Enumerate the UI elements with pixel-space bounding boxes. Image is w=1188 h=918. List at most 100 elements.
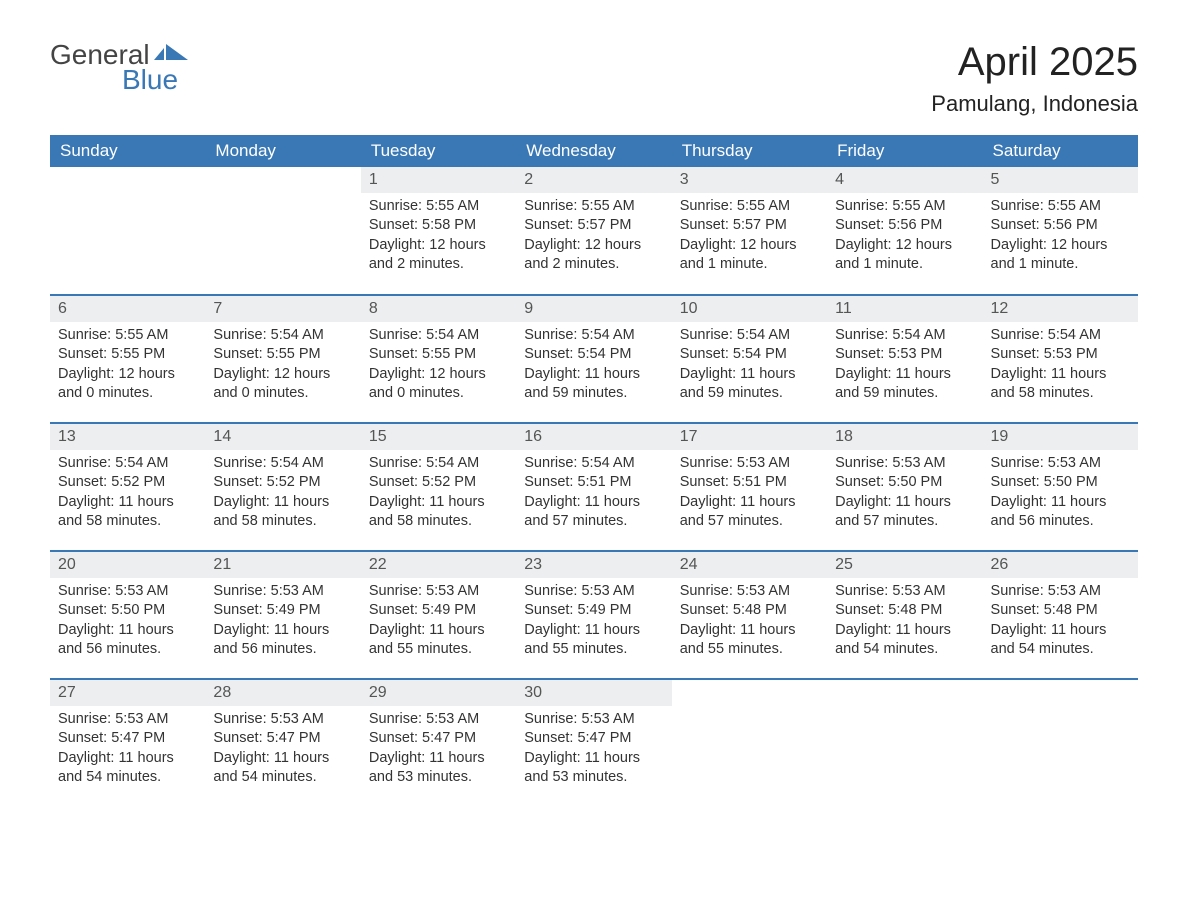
day-details: Sunrise: 5:54 AMSunset: 5:53 PMDaylight:… — [835, 326, 974, 404]
calendar-week-row: 6 Sunrise: 5:55 AMSunset: 5:55 PMDaylight… — [50, 295, 1138, 423]
sunset-text: Sunset: 5:54 PM — [524, 345, 663, 365]
day-number: 18 — [827, 424, 982, 450]
calendar-day-cell: 8 Sunrise: 5:54 AMSunset: 5:55 PMDaylight… — [361, 295, 516, 423]
daylight-text: Daylight: 11 hours and 58 minutes. — [369, 493, 508, 532]
sunrise-text: Sunrise: 5:53 AM — [58, 582, 197, 602]
sunset-text: Sunset: 5:53 PM — [991, 345, 1130, 365]
day-details: Sunrise: 5:53 AMSunset: 5:47 PMDaylight:… — [213, 710, 352, 788]
calendar-day-cell: 13Sunrise: 5:54 AMSunset: 5:52 PMDayligh… — [50, 423, 205, 551]
calendar-day-cell: 30Sunrise: 5:53 AMSunset: 5:47 PMDayligh… — [516, 679, 671, 807]
sunset-text: Sunset: 5:49 PM — [369, 601, 508, 621]
daylight-text: Daylight: 11 hours and 55 minutes. — [369, 621, 508, 660]
calendar-day-cell: 26Sunrise: 5:53 AMSunset: 5:48 PMDayligh… — [983, 551, 1138, 679]
sunset-text: Sunset: 5:57 PM — [524, 216, 663, 236]
calendar-day-cell: 25Sunrise: 5:53 AMSunset: 5:48 PMDayligh… — [827, 551, 982, 679]
calendar-day-cell: 3Sunrise: 5:55 AMSunset: 5:57 PMDaylight… — [672, 167, 827, 295]
sunrise-text: Sunrise: 5:53 AM — [369, 710, 508, 730]
daylight-text: Daylight: 11 hours and 59 minutes. — [835, 365, 974, 404]
daylight-text: Daylight: 11 hours and 54 minutes. — [58, 749, 197, 788]
sunrise-text: Sunrise: 5:53 AM — [524, 710, 663, 730]
daylight-text: Daylight: 12 hours and 2 minutes. — [524, 236, 663, 275]
day-number: 21 — [205, 552, 360, 578]
calendar-day-cell: 27Sunrise: 5:53 AMSunset: 5:47 PMDayligh… — [50, 679, 205, 807]
day-details: Sunrise: 5:53 AMSunset: 5:49 PMDaylight:… — [369, 582, 508, 660]
day-number: 1 — [361, 167, 516, 193]
sunset-text: Sunset: 5:57 PM — [680, 216, 819, 236]
calendar-day-cell: 2 Sunrise: 5:55 AMSunset: 5:57 PMDaylight… — [516, 167, 671, 295]
sunrise-text: Sunrise: 5:53 AM — [58, 710, 197, 730]
calendar-day-cell: 23Sunrise: 5:53 AMSunset: 5:49 PMDayligh… — [516, 551, 671, 679]
day-details: Sunrise: 5:53 AMSunset: 5:49 PMDaylight:… — [213, 582, 352, 660]
sunrise-text: Sunrise: 5:53 AM — [680, 454, 819, 474]
daylight-text: Daylight: 11 hours and 57 minutes. — [835, 493, 974, 532]
day-number: 17 — [672, 424, 827, 450]
daylight-text: Daylight: 11 hours and 57 minutes. — [524, 493, 663, 532]
daylight-text: Daylight: 11 hours and 56 minutes. — [58, 621, 197, 660]
day-details: Sunrise: 5:55 AMSunset: 5:57 PMDaylight:… — [524, 197, 663, 275]
day-details: Sunrise: 5:53 AMSunset: 5:48 PMDaylight:… — [991, 582, 1130, 660]
day-details: Sunrise: 5:53 AMSunset: 5:48 PMDaylight:… — [680, 582, 819, 660]
day-details: Sunrise: 5:55 AMSunset: 5:56 PMDaylight:… — [835, 197, 974, 275]
sunrise-text: Sunrise: 5:54 AM — [680, 326, 819, 346]
day-number: 2 — [516, 167, 671, 193]
sunrise-text: Sunrise: 5:54 AM — [835, 326, 974, 346]
day-number: 10 — [672, 296, 827, 322]
day-details: Sunrise: 5:55 AMSunset: 5:56 PMDaylight:… — [991, 197, 1130, 275]
calendar-day-cell: 10 Sunrise: 5:54 AMSunset: 5:54 PMDayligh… — [672, 295, 827, 423]
sunset-text: Sunset: 5:50 PM — [991, 473, 1130, 493]
logo-text-blue: Blue — [122, 65, 188, 94]
day-number: 5 — [983, 167, 1138, 193]
daylight-text: Daylight: 11 hours and 59 minutes. — [680, 365, 819, 404]
sunset-text: Sunset: 5:54 PM — [680, 345, 819, 365]
sunset-text: Sunset: 5:50 PM — [58, 601, 197, 621]
day-number: 19 — [983, 424, 1138, 450]
day-number: 4 — [827, 167, 982, 193]
calendar-week-row: 13Sunrise: 5:54 AMSunset: 5:52 PMDayligh… — [50, 423, 1138, 551]
daylight-text: Daylight: 11 hours and 59 minutes. — [524, 365, 663, 404]
sunrise-text: Sunrise: 5:53 AM — [991, 454, 1130, 474]
calendar-day-cell: 11Sunrise: 5:54 AMSunset: 5:53 PMDayligh… — [827, 295, 982, 423]
sunset-text: Sunset: 5:51 PM — [524, 473, 663, 493]
day-number: 23 — [516, 552, 671, 578]
day-details: Sunrise: 5:54 AMSunset: 5:54 PMDaylight:… — [524, 326, 663, 404]
day-number: 6 — [50, 296, 205, 322]
day-number: 8 — [361, 296, 516, 322]
page-header: General Blue April 2025 Pamulang, Indone… — [50, 40, 1138, 117]
daylight-text: Daylight: 11 hours and 58 minutes. — [58, 493, 197, 532]
sunrise-text: Sunrise: 5:53 AM — [213, 710, 352, 730]
sunrise-text: Sunrise: 5:53 AM — [369, 582, 508, 602]
sunset-text: Sunset: 5:50 PM — [835, 473, 974, 493]
title-block: April 2025 Pamulang, Indonesia — [931, 40, 1138, 117]
daylight-text: Daylight: 12 hours and 0 minutes. — [58, 365, 197, 404]
sunrise-text: Sunrise: 5:53 AM — [835, 454, 974, 474]
day-details: Sunrise: 5:55 AMSunset: 5:58 PMDaylight:… — [369, 197, 508, 275]
day-details: Sunrise: 5:55 AMSunset: 5:55 PMDaylight:… — [58, 326, 197, 404]
day-details: Sunrise: 5:54 AMSunset: 5:55 PMDaylight:… — [369, 326, 508, 404]
calendar-day-cell: 15Sunrise: 5:54 AMSunset: 5:52 PMDayligh… — [361, 423, 516, 551]
sunrise-text: Sunrise: 5:54 AM — [58, 454, 197, 474]
calendar-day-cell: 12Sunrise: 5:54 AMSunset: 5:53 PMDayligh… — [983, 295, 1138, 423]
day-number: 27 — [50, 680, 205, 706]
daylight-text: Daylight: 11 hours and 55 minutes. — [524, 621, 663, 660]
sunset-text: Sunset: 5:52 PM — [58, 473, 197, 493]
day-number: 24 — [672, 552, 827, 578]
calendar-day-cell: 29Sunrise: 5:53 AMSunset: 5:47 PMDayligh… — [361, 679, 516, 807]
day-header: Saturday — [983, 135, 1138, 167]
sunrise-text: Sunrise: 5:54 AM — [369, 454, 508, 474]
daylight-text: Daylight: 11 hours and 54 minutes. — [991, 621, 1130, 660]
sunset-text: Sunset: 5:48 PM — [680, 601, 819, 621]
sunset-text: Sunset: 5:53 PM — [835, 345, 974, 365]
sunset-text: Sunset: 5:49 PM — [524, 601, 663, 621]
sunset-text: Sunset: 5:48 PM — [835, 601, 974, 621]
sunset-text: Sunset: 5:56 PM — [991, 216, 1130, 236]
calendar-day-cell: 14Sunrise: 5:54 AMSunset: 5:52 PMDayligh… — [205, 423, 360, 551]
day-header: Tuesday — [361, 135, 516, 167]
daylight-text: Daylight: 11 hours and 53 minutes. — [524, 749, 663, 788]
calendar-day-cell: 16Sunrise: 5:54 AMSunset: 5:51 PMDayligh… — [516, 423, 671, 551]
day-details: Sunrise: 5:53 AMSunset: 5:47 PMDaylight:… — [524, 710, 663, 788]
day-number: 16 — [516, 424, 671, 450]
sunrise-text: Sunrise: 5:53 AM — [680, 582, 819, 602]
day-details: Sunrise: 5:53 AMSunset: 5:50 PMDaylight:… — [835, 454, 974, 532]
sunrise-text: Sunrise: 5:54 AM — [369, 326, 508, 346]
day-number: 14 — [205, 424, 360, 450]
